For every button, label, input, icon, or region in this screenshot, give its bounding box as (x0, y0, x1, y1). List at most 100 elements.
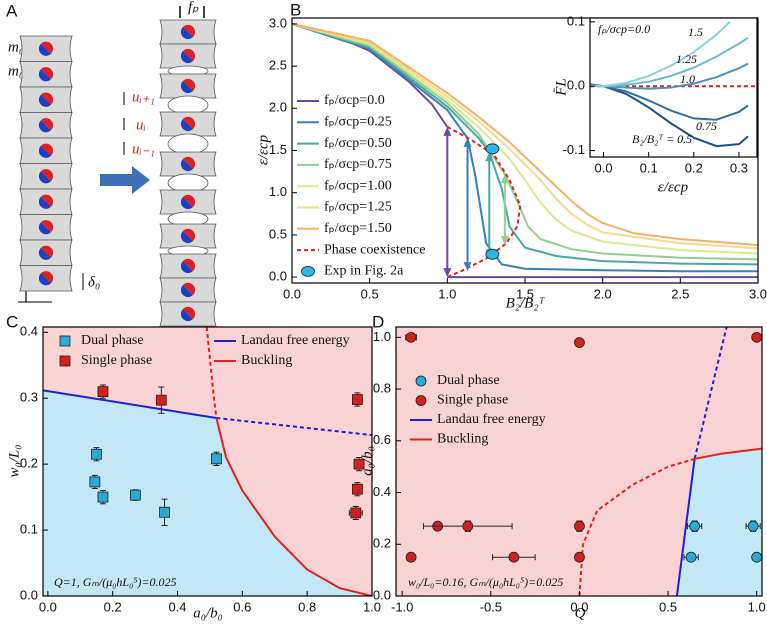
point (485, 143, 500, 155)
magnet-label: m₀ (8, 39, 24, 55)
y-tick-label: 0.0 (269, 269, 287, 284)
point (747, 520, 759, 532)
displacement-label: uᵢ₊₁ (132, 89, 155, 105)
point (415, 375, 427, 387)
y-axis-label: F̄L (553, 78, 569, 97)
magnet-red (41, 143, 54, 156)
magnet-red (183, 48, 196, 61)
y-tick-label: 2.0 (269, 100, 287, 115)
series-line (292, 22, 758, 273)
chart: 0.0 0.2 0.4 0.6 0.8 1.0 0.0 0.1 0.2 0.3 0.4 a₀/b₀ w₀… (6, 312, 381, 621)
series-line (675, 458, 696, 596)
point (97, 491, 109, 503)
legend-label: Landau free energy (241, 333, 350, 348)
y-tick-label: 1.0 (269, 184, 287, 199)
magnet-blue (180, 159, 193, 172)
series-line (446, 126, 522, 279)
force-label: fₚ (188, 0, 199, 15)
x-tick-label: 0.4 (168, 599, 186, 614)
magnet-blue (180, 51, 193, 64)
magnet-blue (38, 247, 51, 260)
x-tick-label: 0.8 (298, 599, 316, 614)
void (167, 173, 209, 193)
series-line (694, 447, 762, 460)
y-tick-label: 0.3 (20, 390, 38, 405)
magnet-red (41, 169, 54, 182)
magnet-red (41, 41, 54, 54)
magnet-red (41, 92, 54, 105)
legend-label: fₚ/σcp=0.50 (324, 136, 392, 151)
y-tick-label: 0.0 (567, 78, 585, 93)
x-tick-label: 0.5 (659, 599, 677, 614)
x-tick-label: 0.5 (361, 286, 379, 301)
legend-label: fₚ/σcp=1.25 (324, 200, 392, 215)
panel-label: A (6, 1, 18, 20)
series-line (205, 327, 218, 419)
magnet-red (183, 156, 196, 169)
x-tick-label: 1.0 (438, 286, 456, 301)
y-tick-label: 0.1 (20, 522, 38, 537)
magnet-blue (38, 43, 51, 56)
point (352, 483, 363, 495)
magnet-blue (180, 27, 193, 40)
x-tick-label: 2.0 (594, 286, 612, 301)
arrow-head (463, 137, 472, 147)
magnet-blue (38, 69, 51, 82)
magnet-red (41, 67, 54, 80)
point (751, 331, 762, 343)
region (43, 390, 372, 596)
legend-label: Dual phase (437, 373, 500, 388)
point (485, 248, 500, 260)
point (574, 551, 585, 563)
point (353, 458, 365, 470)
series-line (292, 22, 758, 250)
legend-label: Single phase (437, 393, 508, 408)
magnet-blue (38, 196, 51, 209)
x-tick-label: 0.1 (640, 160, 658, 175)
arrow-head (443, 126, 452, 136)
legend-label: fₚ/σcp=1.00 (324, 178, 392, 193)
plot-frame (42, 326, 373, 597)
chart: 0.0 0.1 0.2 0.3-0.10.00.1ε/εcpF̄Lfₚ/σcp=0.0… (553, 13, 758, 195)
magnet-red (41, 245, 54, 258)
legend-label: Buckling (241, 353, 292, 368)
x-tick-label: -0.5 (480, 599, 502, 614)
magnet-blue (180, 231, 193, 244)
legend-label: Dual phase (81, 333, 144, 348)
y-tick-label: 3.0 (269, 15, 287, 30)
magnet-blue (180, 309, 193, 322)
point (689, 520, 701, 532)
x-tick-label: 0.0 (39, 599, 57, 614)
annotation: 1.0 (680, 72, 695, 86)
y-axis-label: ε/εcp (255, 134, 271, 165)
point (352, 394, 363, 405)
y-tick-label: 0.1 (567, 13, 585, 28)
y-axis-label: a₀/b₀ (359, 446, 375, 476)
series-line (215, 417, 372, 596)
x-axis-label: a₀/b₀ (193, 605, 223, 621)
y-tick-label: 0.2 (20, 456, 38, 471)
magnet-red (183, 228, 196, 241)
panel-label: B (290, 0, 301, 19)
magnet-label: m₀ (8, 63, 24, 79)
x-tick-label: 2.5 (671, 286, 689, 301)
displacement-label: uᵢ (136, 117, 146, 133)
series-line (292, 22, 758, 255)
y-tick-label: 1.5 (269, 142, 287, 157)
magnet-red (183, 194, 196, 207)
transform-arrow (100, 166, 150, 194)
point (405, 551, 417, 563)
series-line (216, 417, 372, 437)
point (415, 395, 427, 406)
point (301, 265, 315, 277)
magnet-blue (38, 94, 51, 107)
point (129, 489, 141, 501)
x-tick-label: 1.0 (748, 599, 766, 614)
point (97, 386, 109, 398)
magnet-blue (38, 145, 51, 158)
x-tick-label: 0.0 (570, 599, 588, 614)
annotation: w₀/L₀=0.16, Gₘ/(μ₀hL₀⁵)=0.025 (408, 575, 563, 589)
point (155, 394, 167, 406)
panel-label: D (372, 312, 384, 331)
y-tick-label: 0.0 (373, 587, 391, 602)
